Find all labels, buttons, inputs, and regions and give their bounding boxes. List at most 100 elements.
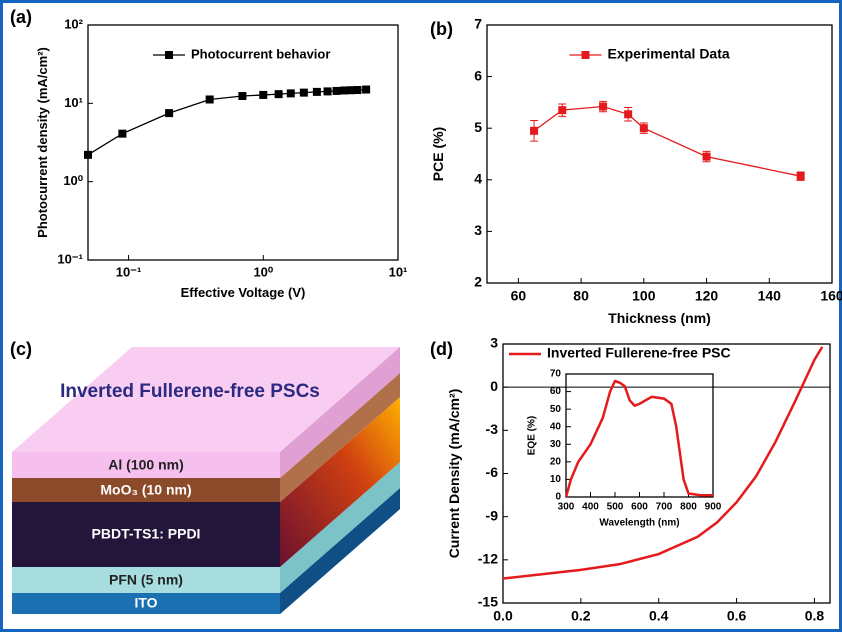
y-tick-label: 20 [550,456,562,467]
x-tick-label: 140 [758,288,782,304]
x-tick-label: 300 [558,502,575,513]
panel-label: (c) [10,339,32,359]
x-tick-label: 0.0 [493,608,513,624]
y-tick-label: 10² [64,16,83,31]
marker [702,152,711,161]
layer-al-top [12,347,400,452]
diagram-title: Inverted Fullerene-free PSCs [60,381,320,402]
y-tick-label: 10⁰ [63,173,83,188]
chart: (a) 10⁻¹ 10⁰ 10¹ 10⁻¹ 10⁰ 10¹ 10² Effective Volt… [10,7,407,300]
marker [259,90,268,99]
x-tick-label: 60 [511,288,527,304]
x-tick-label: 0.4 [649,608,669,624]
x-tick-label: 700 [656,502,673,513]
marker [84,150,92,159]
marker [274,90,283,99]
layer-side [280,488,400,614]
chart: 300 400 500 600 700 800 900 0 10 20 30 40 50 60 70 Wave… [527,369,722,529]
layer-label: PFN (5 nm) [109,572,183,588]
chart: (d)0.00.20.40.60.830-3-6-9-12-15Voltage … [430,335,831,632]
layer-active [12,502,280,567]
y-tick-label: 50 [550,404,562,415]
y-tick-label: -3 [486,421,499,437]
legend-marker [165,51,173,59]
x-tick-label: 800 [680,502,697,513]
marker [118,129,127,138]
y-tick-label: 2 [474,274,482,290]
marker [323,87,332,96]
y-axis-label: Current Density (mA/cm²) [446,389,462,559]
layer-side [280,397,400,567]
marker [340,86,349,95]
y-tick-label: -15 [478,594,498,610]
y-axis-label: EQE (%) [527,416,538,455]
x-tick-label: 400 [582,502,599,513]
y-tick-label: 10 [550,474,562,485]
legend-marker [581,51,590,59]
layer-label: ITO [134,595,157,611]
x-tick-label: 0.6 [727,608,747,624]
series-line [87,88,367,156]
y-axis-label: Photocurrent density (mA/cm²) [35,47,50,238]
y-tick-label: 0 [555,492,561,503]
plot-frame [565,373,714,498]
marker [312,87,321,96]
y-tick-label: 3 [474,222,482,238]
marker [299,88,308,97]
y-tick-label: -12 [478,551,498,567]
marker [558,106,567,115]
layer-label: Al (100 nm) [108,457,183,473]
x-tick-label: 0.8 [805,608,825,624]
layer-side [280,373,400,502]
x-axis-label: Thickness (nm) [608,310,711,326]
y-tick-label: 0 [490,378,498,394]
y-axis-label: PCE (%) [430,127,446,181]
panel-label: (b) [430,19,453,39]
layer-side [280,347,400,478]
panel-label: (d) [430,339,453,359]
plot-frame [486,24,833,284]
y-tick-label: 6 [474,67,482,83]
marker [165,109,174,118]
x-tick-label: 160 [820,288,842,304]
x-tick-label: 10¹ [389,264,408,279]
marker [286,89,295,98]
y-tick-label: 7 [474,16,482,32]
x-tick-label: 120 [695,288,719,304]
y-tick-label: 40 [550,421,562,432]
marker [353,85,362,94]
layer-moo3 [12,478,280,502]
x-tick-label: 80 [573,288,589,304]
x-tick-label: 10⁰ [253,264,273,279]
marker [639,124,648,133]
y-tick-label: 4 [474,171,482,187]
panel-label: (a) [10,7,32,27]
x-axis-label: Effective Voltage (V) [181,285,306,300]
marker [362,85,371,94]
x-tick-label: 500 [607,502,624,513]
marker [624,110,633,119]
x-axis-label: Voltage (V) [630,630,702,632]
series-line [502,346,824,580]
y-tick-label: 5 [474,119,482,135]
x-tick-label: 10⁻¹ [116,264,142,279]
plot-frame [87,24,399,261]
y-tick-label: 30 [550,439,562,450]
y-tick-label: 3 [490,335,498,351]
marker [238,92,247,101]
y-tick-label: 70 [550,369,562,380]
legend-label: Photocurrent behavior [191,46,330,61]
y-tick-label: 60 [550,386,562,397]
layer-side [280,462,400,593]
y-tick-label: 10¹ [64,95,83,110]
x-tick-label: 900 [705,502,722,513]
legend-label: Inverted Fullerene-free PSC [547,345,731,361]
y-tick-label: 10⁻¹ [57,251,83,266]
series-line [564,379,713,498]
x-axis-label: Wavelength (nm) [599,518,679,529]
x-tick-label: 600 [631,502,648,513]
marker [347,86,356,95]
marker [796,172,805,181]
